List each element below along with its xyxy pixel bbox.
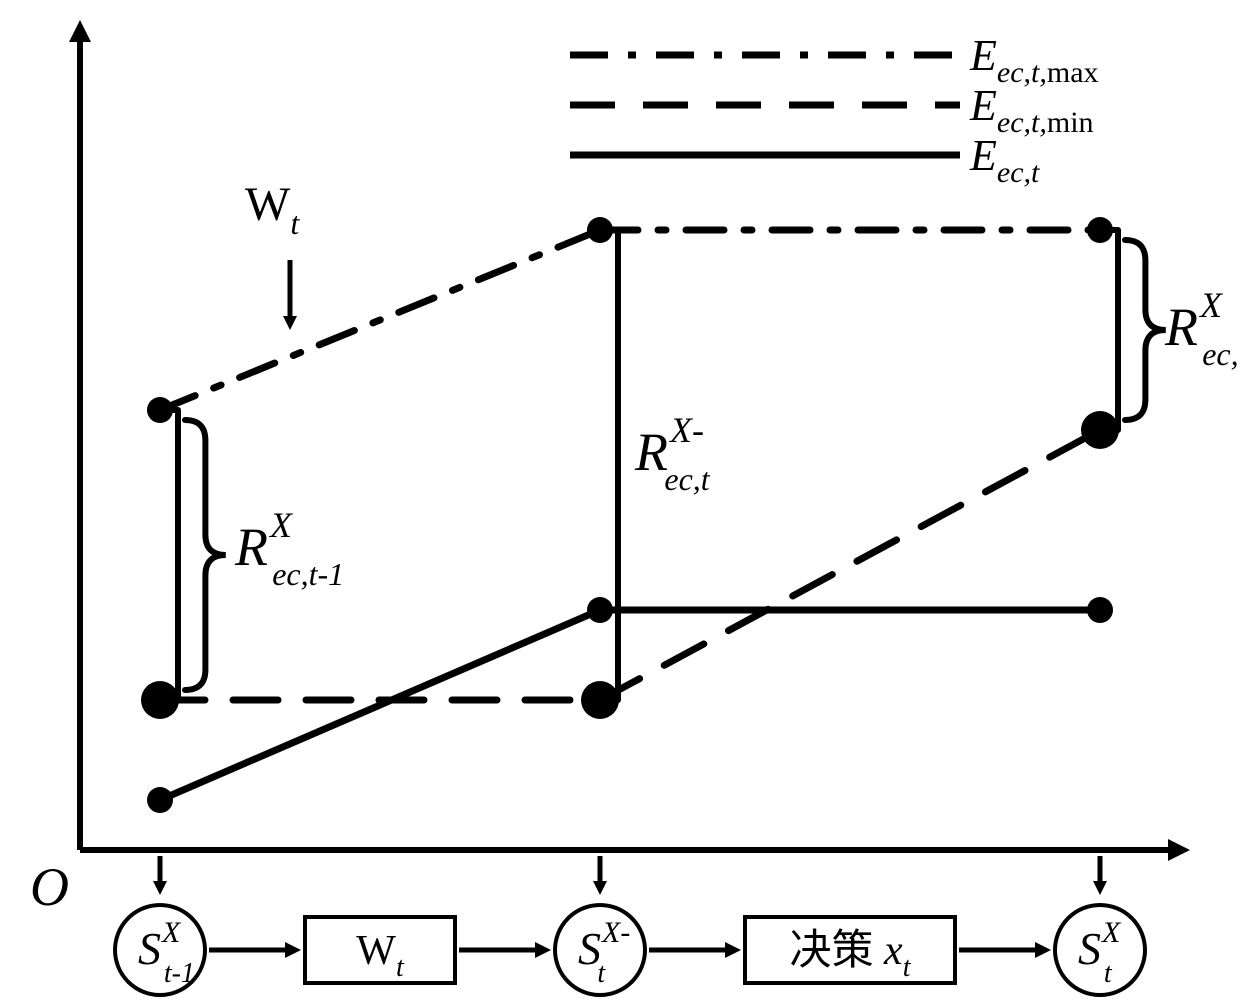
range-connector: [1100, 230, 1118, 430]
flow-state-label: SXt: [1078, 916, 1122, 989]
arrow-head: [1093, 881, 1107, 895]
series-segment: [160, 230, 600, 410]
plot-point: [141, 681, 179, 719]
flow-box-label: 决策 xt: [790, 928, 912, 983]
arrow-head: [69, 20, 91, 42]
range-label: RXec,t-1: [234, 505, 344, 592]
plot-point: [1081, 411, 1119, 449]
range-connector: [600, 230, 618, 700]
legend-label: Eec,t: [969, 131, 1040, 189]
arrow-head: [725, 942, 741, 958]
arrow-head: [283, 316, 297, 330]
arrow-head: [285, 942, 301, 958]
range-connector: [160, 410, 178, 700]
arrow-head: [153, 881, 167, 895]
flow-state-label: SX-t: [578, 916, 630, 989]
brace: [1125, 240, 1166, 420]
range-label: RX-ec,t: [634, 410, 711, 497]
arrow-head: [593, 881, 607, 895]
range-label: RXec,t: [1164, 285, 1240, 372]
plot-point: [587, 597, 613, 623]
arrow-head: [535, 942, 551, 958]
wt-label: Wt: [245, 178, 300, 241]
plot-point: [147, 397, 173, 423]
plot-point: [587, 217, 613, 243]
flow-box-label: Wt: [356, 928, 405, 983]
series-segment: [160, 610, 600, 800]
arrow-head: [1035, 942, 1051, 958]
brace: [185, 420, 226, 690]
flow-state-label: SXt-1: [138, 916, 195, 989]
plot-point: [581, 681, 619, 719]
plot-point: [147, 787, 173, 813]
plot-point: [1087, 597, 1113, 623]
plot-point: [1087, 217, 1113, 243]
arrow-head: [1168, 839, 1190, 861]
origin-label: O: [30, 857, 69, 917]
